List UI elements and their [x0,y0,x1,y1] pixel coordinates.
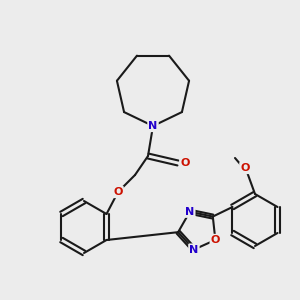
Text: O: O [240,163,250,173]
Text: N: N [185,207,194,217]
Text: O: O [180,158,190,168]
Text: N: N [148,121,158,131]
Text: N: N [189,244,199,255]
Text: O: O [211,235,220,245]
Text: O: O [113,187,123,197]
